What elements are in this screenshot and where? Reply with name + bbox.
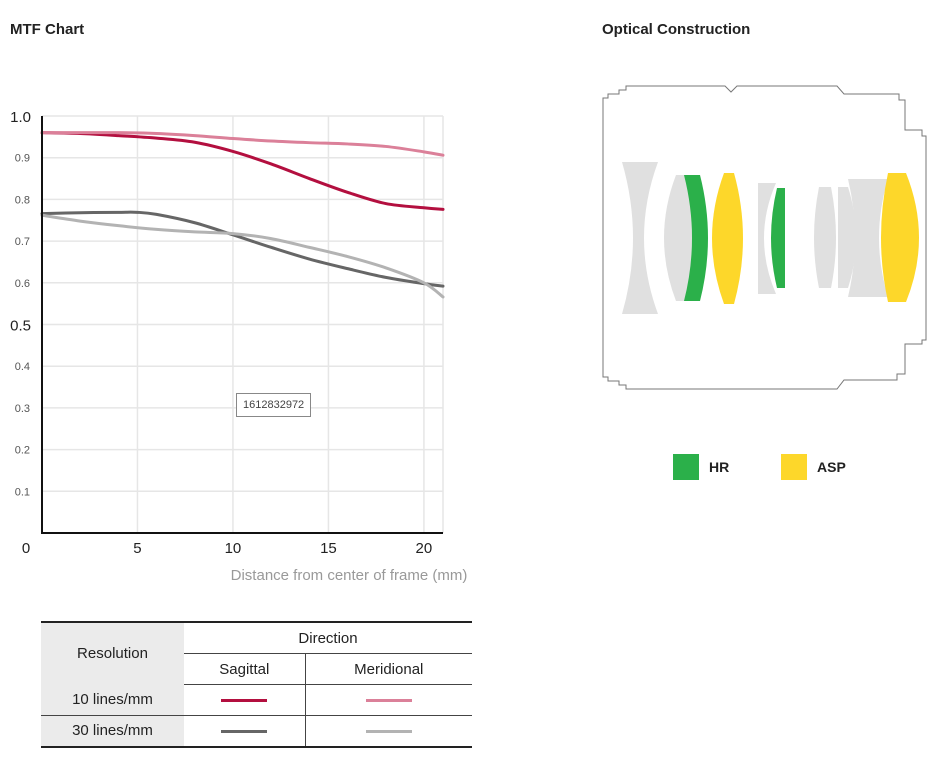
x-axis-label: Distance from center of frame (mm): [231, 567, 468, 584]
swatch-line: [221, 729, 268, 733]
swatch-line: [365, 698, 412, 702]
y-tick-label: 0.2: [15, 445, 30, 457]
lens-barrel-outline: [602, 85, 927, 390]
swatch-10-sagittal: [184, 684, 306, 716]
series-line-10-lines-mm-sagittal: [40, 131, 445, 211]
swatch-line: [221, 698, 268, 702]
lens-element: [848, 179, 888, 297]
image-id-watermark: 1612832972: [236, 393, 312, 417]
lens-element: [838, 187, 856, 288]
y-tick-label: 1.0: [10, 109, 31, 126]
row-30-lines-label: 30 lines/mm: [41, 715, 184, 748]
x-ticks: 5 10 15 20: [133, 540, 432, 557]
asp-lens-element: [881, 173, 919, 302]
hr-swatch: [673, 454, 699, 480]
lens-element: [664, 175, 692, 301]
optical-construction-title: Optical Construction: [602, 21, 751, 38]
sagittal-header: Sagittal: [184, 653, 306, 685]
y-tick-label: 0.6: [15, 278, 30, 290]
series-line-10-lines-mm-meridional: [40, 131, 445, 157]
mtf-chart-title: MTF Chart: [10, 21, 85, 38]
lens-element: [758, 183, 776, 294]
hr-label: HR: [709, 459, 730, 475]
y-tick-label: 0.4: [15, 361, 30, 373]
x-tick-label: 20: [416, 540, 433, 557]
origin-label: 0: [22, 540, 30, 557]
y-tick-label: 0.1: [15, 486, 30, 498]
swatch-30-sagittal: [184, 715, 306, 748]
series-line-30-lines-mm-meridional: [40, 213, 445, 299]
swatch-line: [365, 729, 412, 733]
swatch-30-meridional: [304, 715, 472, 748]
x-tick-label: 15: [320, 540, 337, 557]
x-tick-label: 10: [225, 540, 242, 557]
resolution-header: Resolution: [41, 621, 184, 685]
legend-hr: HR: [673, 454, 729, 480]
lens-element: [622, 162, 658, 314]
asp-label: ASP: [817, 459, 846, 475]
hr-lens-element: [684, 175, 708, 301]
mtf-chart: 0.1 0.2 0.3 0.4 0.5 0.6 0.7 0.8 0.9 1.0 5 10 15 20 0…: [10, 109, 468, 584]
y-ticks: 0.1 0.2 0.3 0.4 0.5 0.6 0.7 0.8 0.9 1.0: [10, 109, 31, 498]
grid: [42, 115, 444, 533]
legend-table: Resolution Direction Sagittal Meridional…: [41, 621, 472, 748]
legend-asp: ASP: [781, 454, 846, 480]
x-tick-label: 5: [133, 540, 141, 557]
lens-element: [814, 187, 836, 288]
series-group: [40, 131, 445, 299]
y-tick-label: 0.9: [15, 153, 30, 165]
asp-swatch: [781, 454, 807, 480]
y-tick-label: 0.8: [15, 194, 30, 206]
row-10-lines-label: 10 lines/mm: [41, 684, 184, 716]
direction-header: Direction: [184, 621, 472, 654]
y-tick-label: 0.7: [15, 236, 30, 248]
hr-lens-element: [771, 188, 785, 288]
swatch-10-meridional: [304, 684, 472, 716]
y-tick-label: 0.5: [10, 318, 31, 335]
meridional-header: Meridional: [304, 653, 472, 685]
y-tick-label: 0.3: [15, 403, 30, 415]
asp-lens-element: [712, 173, 743, 304]
lens-diagram: [602, 85, 927, 390]
